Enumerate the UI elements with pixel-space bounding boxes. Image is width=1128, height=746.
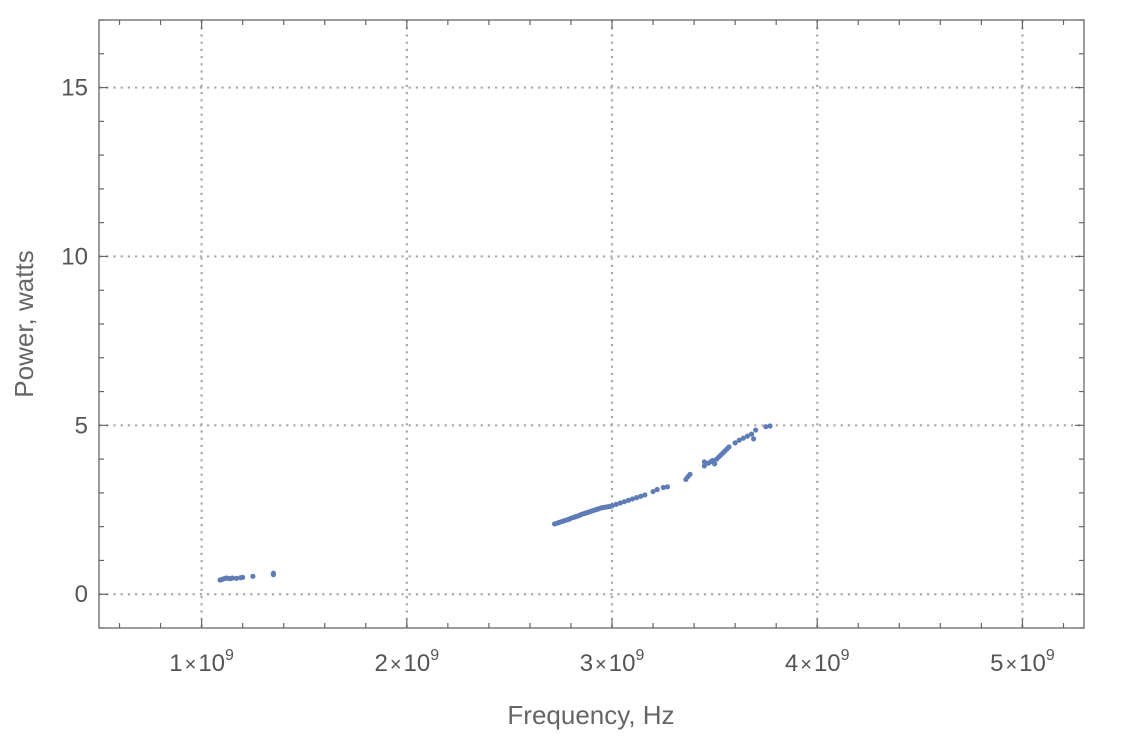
x-tick-label: 1 ×109 (169, 647, 234, 677)
data-point (753, 427, 759, 433)
data-point (617, 500, 623, 506)
x-tick-label: 4 ×109 (785, 647, 850, 677)
ticks-layer (99, 19, 1084, 629)
data-point (740, 435, 746, 441)
x-axis-title: Frequency, Hz (507, 700, 674, 730)
data-point (660, 484, 666, 491)
data-point (744, 433, 751, 439)
data-point (638, 493, 644, 499)
data-point (767, 423, 773, 429)
data-point (726, 444, 732, 450)
data-point (712, 461, 718, 467)
data-point (650, 488, 656, 495)
x-tick-label: 2 ×109 (374, 647, 439, 677)
tick-labels: 1 ×109 2 ×109 3 ×109 4 ×109 5 ×109 0 5 10 15 (61, 75, 1055, 677)
data-point (233, 575, 240, 581)
grid-layer (99, 20, 1084, 628)
x-tick-label: 5 ×109 (990, 647, 1055, 677)
data-point (634, 495, 640, 501)
y-tick-label: 15 (61, 75, 88, 102)
data-point (613, 501, 619, 507)
data-point (250, 573, 256, 579)
data-point (701, 463, 707, 469)
data-points (217, 423, 773, 583)
data-point (629, 496, 636, 502)
y-tick-label: 0 (75, 581, 88, 608)
data-point (732, 440, 738, 446)
data-point (687, 471, 693, 477)
data-point (270, 570, 277, 576)
data-point (748, 431, 755, 437)
data-point (229, 575, 235, 581)
data-point (609, 503, 615, 509)
data-point (625, 497, 632, 503)
y-tick-label: 5 (75, 412, 88, 439)
y-axis-title: Power, watts (9, 250, 39, 397)
data-point (751, 436, 757, 442)
data-point (240, 574, 246, 580)
data-point (654, 486, 660, 493)
data-point (763, 424, 769, 430)
plot-frame (98, 19, 1085, 629)
y-tick-label: 10 (61, 243, 88, 270)
data-point (736, 437, 742, 443)
x-tick-label: 3 ×109 (580, 647, 645, 677)
data-point (642, 492, 648, 498)
data-point (621, 499, 627, 505)
data-point (664, 484, 671, 490)
data-point (701, 459, 707, 465)
